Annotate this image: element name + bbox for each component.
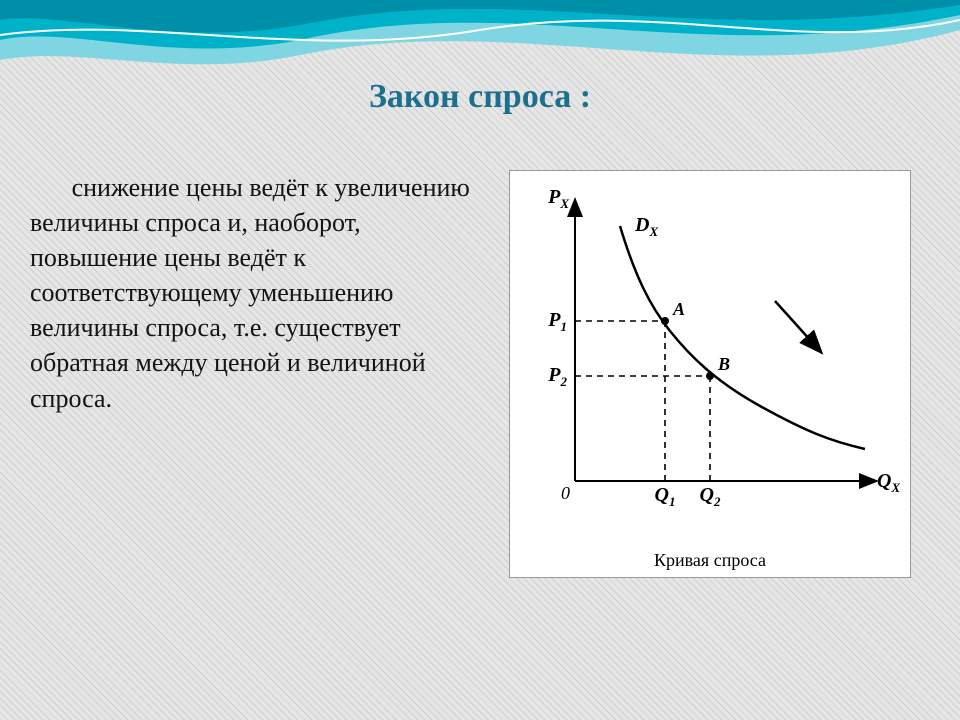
demand-curve-chart: 0 PX QX DX A P1 Q1 B P2 Q2	[520, 181, 900, 541]
svg-text:QX: QX	[877, 470, 900, 495]
svg-text:P1: P1	[547, 309, 567, 334]
chart-caption: Кривая спроса	[520, 550, 900, 571]
svg-text:Q1: Q1	[655, 484, 676, 509]
svg-text:A: A	[672, 299, 685, 319]
slide: Закон спроса : снижение цены ведёт к уве…	[0, 0, 960, 720]
svg-text:P2: P2	[547, 364, 567, 389]
slide-title: Закон спроса :	[0, 78, 960, 116]
svg-text:B: B	[717, 354, 730, 374]
body-text-column: снижение цены ведёт к увеличению величин…	[30, 170, 470, 700]
svg-text:0: 0	[561, 483, 570, 503]
svg-text:PX: PX	[547, 186, 569, 211]
chart-column: 0 PX QX DX A P1 Q1 B P2 Q2 Кривая спроса	[490, 170, 930, 700]
content-row: снижение цены ведёт к увеличению величин…	[30, 170, 930, 700]
svg-text:Q2: Q2	[700, 484, 721, 509]
chart-box: 0 PX QX DX A P1 Q1 B P2 Q2 Кривая спроса	[509, 170, 911, 578]
svg-text:DX: DX	[634, 214, 658, 239]
body-paragraph: снижение цены ведёт к увеличению величин…	[30, 170, 470, 416]
